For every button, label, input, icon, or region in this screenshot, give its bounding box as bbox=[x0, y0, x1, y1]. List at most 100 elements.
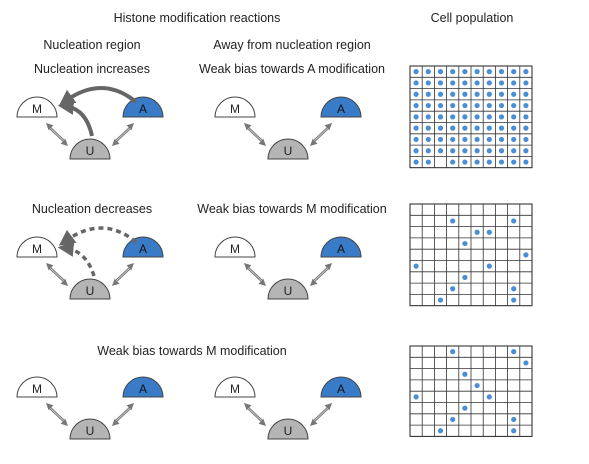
arrow-u-to-a-left-3 bbox=[115, 403, 135, 421]
node-m-left-1-label: M bbox=[32, 102, 42, 116]
arrow-u-to-m-right-2 bbox=[243, 263, 263, 281]
arrow-m-to-u-left-2 bbox=[49, 268, 69, 286]
cell-dot bbox=[474, 80, 480, 86]
arrow-a-to-u-right-1 bbox=[309, 128, 329, 146]
cell-dot bbox=[437, 114, 444, 120]
cell-dot bbox=[450, 349, 456, 355]
node-m-right-1-label: M bbox=[230, 102, 240, 116]
node-u-left-1-shape bbox=[69, 138, 111, 160]
nucleation-arrow-a-to-m-left-1 bbox=[58, 86, 138, 106]
cell-population-grid-1 bbox=[409, 65, 533, 169]
cell-dot bbox=[413, 394, 419, 400]
cell-dot bbox=[474, 136, 480, 143]
cell-dot bbox=[474, 125, 480, 131]
node-a-right-3-label: A bbox=[337, 382, 345, 396]
node-a-right-2-shape bbox=[320, 236, 362, 258]
cell-dot bbox=[511, 69, 517, 75]
node-u-right-2-label: U bbox=[284, 284, 293, 298]
cell-dot bbox=[425, 91, 431, 97]
reactions-header: Histone modification reactions bbox=[113, 11, 281, 25]
arrow-a-to-u-left-2 bbox=[111, 268, 131, 286]
arrow-u-to-a-right-1 bbox=[313, 123, 333, 141]
cell-dot bbox=[437, 125, 444, 131]
cell-dot bbox=[450, 114, 456, 120]
cell-dot bbox=[511, 102, 517, 109]
node-a-right-3-shape bbox=[320, 376, 362, 398]
cell-dot bbox=[413, 114, 419, 120]
arrow-m-to-u-left-3 bbox=[49, 408, 69, 426]
cell-dot bbox=[498, 102, 505, 109]
cell-dot bbox=[450, 159, 456, 165]
node-a-right-2-label: A bbox=[337, 242, 345, 256]
cell-dot bbox=[437, 136, 444, 143]
cell-dot bbox=[425, 159, 431, 165]
node-a-left-1: A bbox=[122, 96, 164, 118]
cell-dot bbox=[413, 102, 419, 109]
node-a-right-2: A bbox=[320, 236, 362, 258]
cell-dot bbox=[462, 405, 468, 411]
node-a-right-1: A bbox=[320, 96, 362, 118]
arrow-a-to-u-right-3 bbox=[309, 408, 329, 426]
cell-dot bbox=[450, 102, 456, 109]
cell-dot bbox=[462, 136, 468, 143]
cell-dot bbox=[413, 69, 419, 75]
cell-dot bbox=[474, 229, 480, 235]
node-u-left-1: U bbox=[69, 138, 111, 160]
cell-dot bbox=[498, 69, 505, 75]
node-a-right-1-shape bbox=[320, 96, 362, 118]
cell-dot bbox=[425, 125, 431, 131]
cell-dot bbox=[437, 91, 444, 97]
node-m-left-3-shape bbox=[16, 376, 58, 398]
arrow-a-to-u-left-1 bbox=[111, 128, 131, 146]
cell-dot bbox=[474, 159, 480, 165]
node-m-right-3-label: M bbox=[230, 382, 240, 396]
cell-dot bbox=[437, 148, 444, 154]
cell-dot bbox=[437, 80, 444, 86]
node-u-right-3-shape bbox=[267, 418, 309, 440]
arrow-m-to-u-right-2 bbox=[247, 268, 267, 286]
node-a-left-3-label: A bbox=[139, 382, 147, 396]
cell-dot bbox=[425, 102, 431, 109]
cell-dot bbox=[437, 102, 444, 109]
cell-dot bbox=[523, 252, 529, 258]
cell-dot bbox=[425, 148, 431, 154]
cell-dot bbox=[462, 240, 468, 247]
row3-caption: Weak bias towards M modification bbox=[97, 344, 287, 358]
node-m-left-1-shape bbox=[16, 96, 58, 118]
cell-dot bbox=[486, 263, 492, 269]
reaction-diagram-left-1: M A U bbox=[16, 86, 164, 160]
cell-dot bbox=[450, 218, 456, 224]
node-m-left-1: M bbox=[16, 96, 58, 118]
reaction-diagram-right-1: M A U bbox=[214, 96, 362, 160]
cell-dot bbox=[474, 69, 480, 75]
arrow-u-to-m-left-2 bbox=[45, 263, 65, 281]
cell-dot bbox=[413, 125, 419, 131]
node-a-left-3: A bbox=[122, 376, 164, 398]
cell-dot bbox=[523, 102, 529, 109]
node-u-left-2: U bbox=[69, 278, 111, 300]
cell-dot bbox=[511, 428, 517, 434]
cell-dot bbox=[437, 297, 444, 303]
node-u-left-2-shape bbox=[69, 278, 111, 300]
node-a-left-2-shape bbox=[122, 236, 164, 258]
cell-dot bbox=[450, 148, 456, 154]
reaction-diagram-left-3: M A U bbox=[16, 376, 164, 440]
cell-population-grid-2 bbox=[409, 203, 533, 307]
cell-dot bbox=[425, 114, 431, 120]
node-m-right-1: M bbox=[214, 96, 256, 118]
cell-dot bbox=[523, 136, 529, 143]
cell-population-grid-3 bbox=[409, 345, 533, 437]
cell-dot bbox=[474, 382, 480, 389]
cell-dot bbox=[511, 136, 517, 143]
cell-dot bbox=[498, 114, 505, 120]
node-u-right-1-shape bbox=[267, 138, 309, 160]
cell-dot bbox=[450, 286, 456, 292]
cell-dot bbox=[462, 80, 468, 86]
cell-dot bbox=[450, 69, 456, 75]
node-m-left-3: M bbox=[16, 376, 58, 398]
node-m-left-2-label: M bbox=[32, 242, 42, 256]
cell-dot bbox=[413, 263, 419, 269]
node-a-left-3-shape bbox=[122, 376, 164, 398]
cell-dot bbox=[523, 148, 529, 154]
cell-dot bbox=[511, 218, 517, 224]
